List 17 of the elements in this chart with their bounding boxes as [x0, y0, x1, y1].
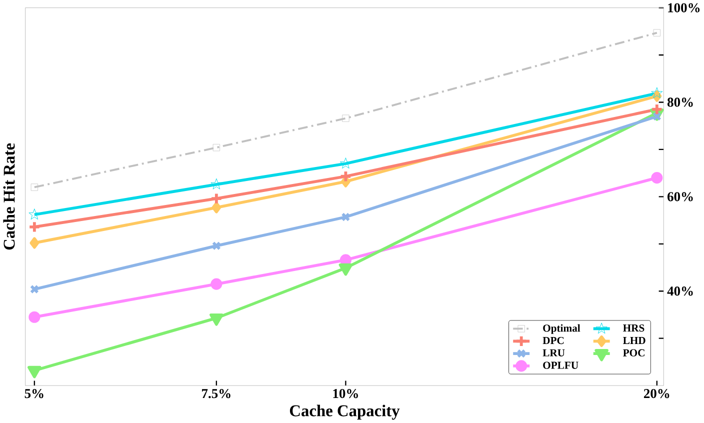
y-tick-label: 60% — [668, 192, 693, 202]
y-tick-label: 40% — [667, 286, 693, 296]
x-tick-label: 7.5% — [202, 389, 230, 398]
legend-label: POC — [623, 349, 644, 356]
x-tick-label: 20% — [644, 389, 670, 398]
x-axis-title: Cache Capacity — [290, 404, 400, 420]
legend-label: HRS — [623, 324, 644, 332]
legend-label: Optimal — [543, 324, 580, 334]
y-tick-label: 80% — [667, 98, 693, 107]
legend-label: LHD — [623, 337, 646, 344]
x-tick-label: 5% — [24, 389, 44, 398]
legend-label: LRU — [542, 349, 565, 356]
x-tick-label: 10% — [333, 389, 358, 398]
legend-label: DPC — [542, 336, 564, 344]
legend-label: OPLFU — [543, 362, 578, 369]
y-axis-title: Cache Hit Rate — [3, 143, 15, 250]
y-tick-label: 100% — [668, 3, 700, 12]
